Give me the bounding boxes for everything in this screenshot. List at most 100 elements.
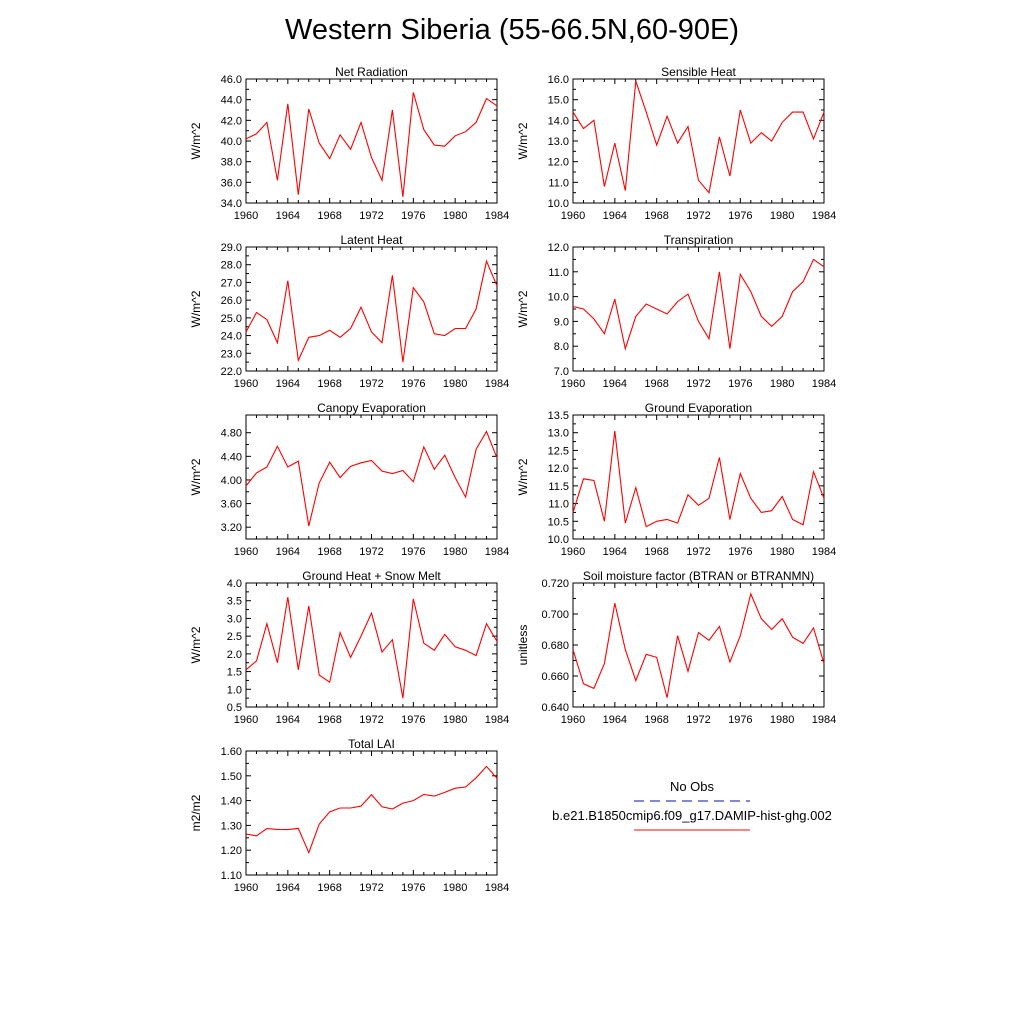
series-line <box>245 765 498 855</box>
figure-title: Western Siberia (55-66.5N,60-90E) <box>284 14 740 46</box>
x-tick-label: 1976 <box>728 210 752 222</box>
x-tick-label: 1980 <box>770 546 794 558</box>
plot-frame <box>572 582 825 708</box>
x-tick-label: 1972 <box>359 378 383 390</box>
x-tick-label: 1976 <box>401 882 425 894</box>
y-tick-label: 27.0 <box>221 277 242 289</box>
panel-title: Latent Heat <box>340 233 403 247</box>
panel-title: Sensible Heat <box>661 65 736 79</box>
y-tick-label: 1.0 <box>227 684 242 696</box>
y-tick-label: 1.50 <box>221 771 242 783</box>
y-tick-label: 11.5 <box>548 481 569 493</box>
y-tick-label: 0.640 <box>541 702 569 714</box>
x-tick-label: 1976 <box>728 714 752 726</box>
y-axis-label: W/m^2 <box>189 290 203 327</box>
chart-panel-1: 1960 1964 1968 1972 1976 1980 1984 34.0 36.0 38.0… <box>189 65 509 222</box>
y-tick-label: 34.0 <box>221 198 242 210</box>
y-tick-label: 1.20 <box>221 845 242 857</box>
x-tick-label: 1984 <box>485 378 509 390</box>
y-tick-label: 42.0 <box>221 115 242 127</box>
panel-title: Total LAI <box>348 737 395 751</box>
x-tick-label: 1980 <box>443 210 467 222</box>
y-tick-label: 0.660 <box>541 671 569 683</box>
plot-frame <box>245 246 498 372</box>
y-tick-label: 0.5 <box>227 702 242 714</box>
y-tick-label: 15.0 <box>548 95 569 107</box>
series-line <box>572 258 825 351</box>
y-tick-label: 1.5 <box>227 667 242 679</box>
panel-title: Soil moisture factor (BTRAN or BTRANMN) <box>583 569 814 583</box>
chart-panel-3: 1960 1964 1968 1972 1976 1980 1984 22.0 23.0 24.0… <box>189 233 509 390</box>
x-tick-label: 1980 <box>443 714 467 726</box>
y-tick-label: 0.680 <box>541 640 569 652</box>
y-tick-label: 3.20 <box>221 522 242 534</box>
x-tick-label: 1984 <box>485 210 509 222</box>
legend-entry-no-obs: No Obs <box>669 779 715 794</box>
y-tick-label: 26.0 <box>221 295 242 307</box>
x-tick-label: 1960 <box>234 882 258 894</box>
x-tick-label: 1972 <box>359 882 383 894</box>
y-tick-label: 0.720 <box>541 578 569 590</box>
x-tick-label: 1964 <box>276 210 300 222</box>
x-tick-label: 1968 <box>317 210 341 222</box>
series-line <box>572 592 825 698</box>
y-tick-label: 24.0 <box>221 331 242 343</box>
panel-title: Ground Evaporation <box>645 401 752 415</box>
x-tick-label: 1968 <box>644 546 668 558</box>
series-line <box>572 430 825 528</box>
panel-title: Ground Heat + Snow Melt <box>302 569 441 583</box>
x-tick-label: 1984 <box>485 714 509 726</box>
x-tick-label: 1968 <box>317 546 341 558</box>
y-axis-label: m2/m2 <box>189 794 203 831</box>
x-tick-label: 1980 <box>770 378 794 390</box>
chart-panel-2: 1960 1964 1968 1972 1976 1980 1984 10.0 11.0 12.0… <box>516 65 836 222</box>
series-line <box>245 259 498 363</box>
y-tick-label: 40.0 <box>221 136 242 148</box>
x-tick-label: 1980 <box>443 882 467 894</box>
y-tick-label: 23.0 <box>221 348 242 360</box>
legend-entry-model-run: b.e21.B1850cmip6.f09_g17.DAMIP-hist-ghg.… <box>552 808 832 823</box>
y-axis-label: W/m^2 <box>516 122 530 159</box>
x-tick-label: 1984 <box>485 546 509 558</box>
y-tick-label: 1.30 <box>221 820 242 832</box>
x-tick-label: 1964 <box>276 546 300 558</box>
plot-frame <box>572 414 825 540</box>
panel-title: Transpiration <box>664 233 734 247</box>
x-tick-label: 1976 <box>401 210 425 222</box>
y-tick-label: 1.10 <box>221 870 242 882</box>
chart-panel-8: 1960 1964 1968 1972 1976 1980 1984 0.640 0.660 0.… <box>516 569 836 726</box>
y-tick-label: 46.0 <box>221 74 242 86</box>
y-axis-label: W/m^2 <box>189 122 203 159</box>
y-tick-label: 9.0 <box>554 316 569 328</box>
y-tick-label: 44.0 <box>221 95 242 107</box>
series-line <box>245 597 498 699</box>
y-tick-label: 4.00 <box>221 475 242 487</box>
x-tick-label: 1964 <box>276 714 300 726</box>
x-tick-label: 1976 <box>728 546 752 558</box>
x-tick-label: 1960 <box>561 378 585 390</box>
x-tick-label: 1968 <box>317 882 341 894</box>
x-tick-label: 1972 <box>686 546 710 558</box>
chart-panel-4: 1960 1964 1968 1972 1976 1980 1984 7.0 8.0 9.0 10.… <box>516 233 836 390</box>
y-tick-label: 28.0 <box>221 260 242 272</box>
x-tick-label: 1960 <box>234 378 258 390</box>
y-tick-label: 11.0 <box>548 177 569 189</box>
chart-panel-6: 1960 1964 1968 1972 1976 1980 1984 10.0 10.5 11.0… <box>516 401 836 558</box>
series-line <box>572 80 825 194</box>
plot-frame <box>245 750 498 876</box>
y-tick-label: 13.5 <box>548 410 569 422</box>
y-tick-label: 10.0 <box>548 292 569 304</box>
y-tick-label: 1.40 <box>221 796 242 808</box>
x-tick-label: 1984 <box>485 882 509 894</box>
y-tick-label: 12.0 <box>548 463 569 475</box>
x-tick-label: 1964 <box>603 378 627 390</box>
series-line <box>245 92 498 197</box>
y-tick-label: 16.0 <box>548 74 569 86</box>
panel-title: Canopy Evaporation <box>317 401 426 415</box>
y-tick-label: 36.0 <box>221 177 242 189</box>
panel-title: Net Radiation <box>335 65 408 79</box>
x-tick-label: 1960 <box>234 210 258 222</box>
plot-frame <box>245 78 498 204</box>
x-tick-label: 1980 <box>443 546 467 558</box>
